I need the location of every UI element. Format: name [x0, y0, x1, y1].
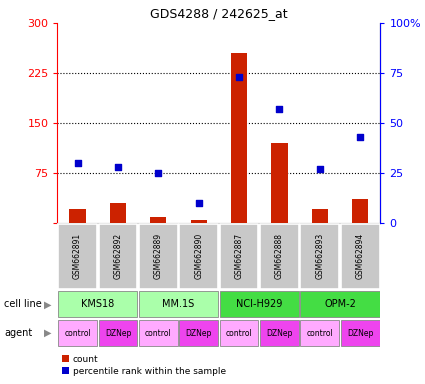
Text: MM.1S: MM.1S [162, 299, 195, 310]
FancyBboxPatch shape [179, 224, 218, 289]
Bar [231, 53, 247, 223]
Bar [150, 217, 166, 223]
Legend: count, percentile rank within the sample: count, percentile rank within the sample [62, 355, 226, 376]
Bar [69, 209, 85, 223]
Point [155, 170, 162, 176]
Text: DZNep: DZNep [105, 329, 131, 338]
FancyBboxPatch shape [341, 224, 380, 289]
Text: NCI-H929: NCI-H929 [236, 299, 283, 310]
Point [195, 200, 202, 206]
FancyBboxPatch shape [220, 224, 258, 289]
FancyBboxPatch shape [260, 320, 299, 346]
Point [316, 166, 323, 172]
Text: control: control [64, 329, 91, 338]
Text: GSM662891: GSM662891 [73, 233, 82, 280]
Bar [110, 203, 126, 223]
Text: OPM-2: OPM-2 [324, 299, 356, 310]
FancyBboxPatch shape [260, 224, 299, 289]
FancyBboxPatch shape [58, 224, 97, 289]
FancyBboxPatch shape [139, 320, 178, 346]
FancyBboxPatch shape [179, 320, 218, 346]
FancyBboxPatch shape [139, 224, 178, 289]
Text: DZNep: DZNep [347, 329, 374, 338]
Text: KMS18: KMS18 [81, 299, 114, 310]
FancyBboxPatch shape [58, 291, 137, 317]
Bar [352, 199, 368, 223]
FancyBboxPatch shape [220, 291, 299, 317]
Text: control: control [226, 329, 252, 338]
FancyBboxPatch shape [300, 291, 380, 317]
Point [276, 106, 283, 112]
Text: control: control [145, 329, 172, 338]
FancyBboxPatch shape [99, 224, 137, 289]
Text: GSM662893: GSM662893 [315, 233, 324, 280]
Text: GSM662889: GSM662889 [154, 233, 163, 280]
Bar [271, 143, 287, 223]
FancyBboxPatch shape [220, 320, 258, 346]
Text: ▶: ▶ [44, 328, 51, 338]
Text: ▶: ▶ [44, 299, 51, 310]
Text: GSM662888: GSM662888 [275, 233, 284, 279]
Point [114, 164, 122, 170]
Point [74, 160, 81, 166]
FancyBboxPatch shape [58, 320, 97, 346]
FancyBboxPatch shape [300, 224, 339, 289]
Point [235, 74, 242, 80]
FancyBboxPatch shape [300, 320, 339, 346]
Text: GSM662894: GSM662894 [356, 233, 365, 280]
Text: cell line: cell line [4, 299, 42, 310]
Text: control: control [306, 329, 333, 338]
FancyBboxPatch shape [99, 320, 137, 346]
Text: GSM662887: GSM662887 [235, 233, 244, 280]
Text: agent: agent [4, 328, 32, 338]
FancyBboxPatch shape [139, 291, 218, 317]
Bar [190, 220, 207, 223]
Text: GSM662890: GSM662890 [194, 233, 203, 280]
Text: DZNep: DZNep [185, 329, 212, 338]
Point [357, 134, 363, 140]
FancyBboxPatch shape [341, 320, 380, 346]
Title: GDS4288 / 242625_at: GDS4288 / 242625_at [150, 7, 288, 20]
Text: GSM662892: GSM662892 [113, 233, 122, 280]
Bar [312, 209, 328, 223]
Text: DZNep: DZNep [266, 329, 293, 338]
